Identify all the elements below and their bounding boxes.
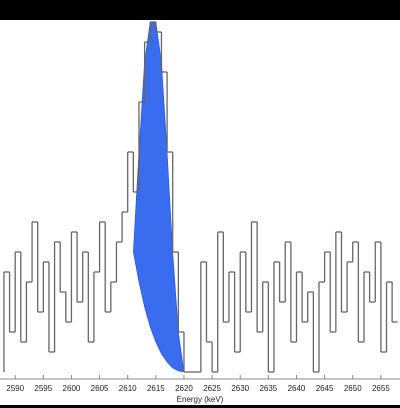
x-tick-label: 2640 [288,384,306,393]
x-tick-label: 2615 [147,384,165,393]
x-tick-label: 2590 [6,384,24,393]
x-tick-label: 2635 [259,384,277,393]
x-tick-label: 2645 [316,384,334,393]
plot-area [0,20,400,405]
x-tick-label: 2655 [372,384,390,393]
x-tick-label: 2625 [203,384,221,393]
x-tick-label: 2595 [34,384,52,393]
x-tick-label: 2620 [175,384,193,393]
x-tick-label: 2610 [119,384,137,393]
x-tick-label: 2630 [231,384,249,393]
x-tick-label: 2600 [63,384,81,393]
x-tick-label: 2650 [344,384,362,393]
x-axis-label: Energy (keV) [177,395,224,404]
x-tick-label: 2605 [91,384,109,393]
